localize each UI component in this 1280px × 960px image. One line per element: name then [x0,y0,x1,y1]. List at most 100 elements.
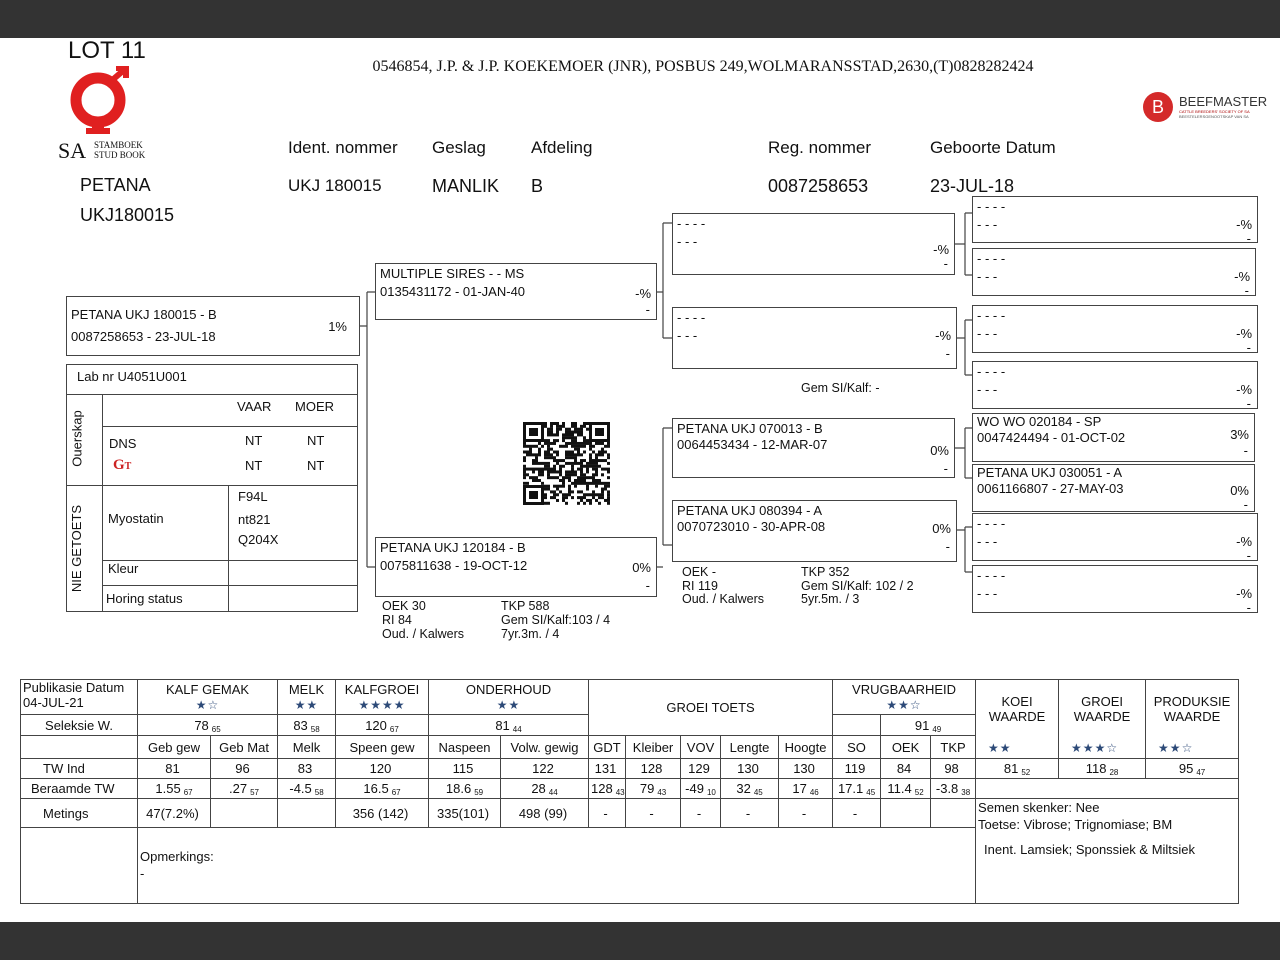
evaluation-table: Publikasie Datum 04-JUL-21 KALF GEMAK ★☆ MEL… [20,679,1240,904]
gt-logo-icon: GT [113,457,132,473]
cell-value: - [801,805,807,821]
cell-value: 130 [793,761,815,776]
ouerskap-label: Ouerskap [69,410,85,467]
cell-value: 356 (142) [352,805,409,821]
moer-header: MOER [295,399,334,414]
nie-getoets-label: NIE GETOETS [69,504,85,593]
myostatin-f94l: F94L [238,489,268,504]
pedigree-great-grandparent: WO WO 020184 - SP 0047424494 - 01-OCT-02 3… [972,413,1255,462]
rating-stars: ★★★★ [358,697,406,712]
empty-cell [20,827,138,904]
lab-number: Lab nr U4051U001 [77,369,187,384]
pedigree-great-grandparent: - - - -- - - -% - [972,361,1258,411]
horing-status-label: Horing status [106,591,183,606]
myostatin-label: Myostatin [108,511,164,526]
table-cell: 1.55 67 [137,778,211,799]
table-cell: 17 46 [778,778,834,799]
column-header: Melk [277,735,337,759]
cell-value: 81 [165,761,180,776]
cell-value: 17.1 [837,781,864,796]
table-cell: 115 [428,758,502,779]
seleksie-value: 120 [365,717,387,733]
cell-value: 130 [737,761,759,776]
rating-stars: ★★☆ [1158,741,1194,755]
dam-age: 7yr.3m. / 4 [501,627,560,641]
seleksie-accuracy: 44 [512,724,522,734]
cell-value: .27 [229,781,248,796]
table-cell: - [720,798,780,828]
cell-value: 11.4 [887,781,912,796]
kleur-label: Kleur [108,561,139,576]
table-cell: 130 [720,758,780,779]
sa-studbook-logo: SA STAMBOEK STUD BOOK [58,65,158,163]
cell-accuracy: 10 [706,788,716,797]
waarde-accuracy: 47 [1196,768,1206,777]
table-cell: 96 [209,758,279,779]
table-cell: - [778,798,834,828]
dam-oud-kalwers: Oud. / Kalwers [382,627,464,641]
cell-accuracy: 67 [183,788,193,797]
pedigree-great-grandparent: PETANA UKJ 030051 - A 0061166807 - 27-MAY… [972,464,1255,512]
cell-accuracy: 57 [250,788,259,797]
cell-value: 122 [532,761,554,776]
table-cell: 128 43 [588,778,627,799]
table-cell: 18.6 59 [428,778,502,799]
myostatin-q204x: Q204X [238,532,279,547]
cell-accuracy: 44 [548,788,558,797]
qr-code[interactable] [523,422,610,505]
cell-value: -3.8 [935,781,959,796]
cell-value: -4.5 [289,781,312,796]
reg-value: 0087258653 [768,176,869,196]
bottom-bar [0,922,1280,960]
column-header: Speen gew [335,735,430,759]
pedigree-self: PETANA UKJ 180015 - B 0087258653 - 23-JUL… [66,296,360,356]
cell-value: 83 [297,761,313,776]
cell-value: - [649,805,654,821]
empty-cell [20,735,138,759]
table-cell: -3.8 38 [930,778,977,799]
cell-value: 131 [594,761,617,776]
logo-text: STAMBOEK STUD BOOK [94,140,146,160]
myostatin-nt821: nt821 [238,512,271,527]
column-header: Lengte [720,735,780,759]
cell-value: - [852,805,858,821]
cell-accuracy: 43 [615,788,625,797]
table-cell: 130 [778,758,834,779]
table-cell: 498 (99) [500,798,590,828]
empty-cell [832,714,882,736]
table-cell: 83 [277,758,337,779]
table-cell: - [625,798,682,828]
top-bar [0,0,1280,38]
cell-accuracy: 52 [914,788,924,797]
table-cell: 128 [625,758,682,779]
pedigree-connectors [360,212,972,573]
cell-value: 18.6 [445,781,472,796]
table-cell: - [832,798,882,828]
cell-value: 1.55 [155,781,181,796]
waarde-cell: 118 28 [1058,758,1147,779]
pedigree-dam: PETANA UKJ 120184 - B 0075811638 - 19-OCT… [375,537,657,597]
dam-gem-si-kalf: Gem SI/Kalf:103 / 4 [501,613,611,627]
column-header: Volw. gewig [500,735,590,759]
pedigree-great-grandparent: - - - -- - - -% - [972,196,1258,246]
cell-value: 32 [736,781,751,796]
waarde-value: 81 [1003,761,1019,776]
afdeling-label: Afdeling [531,138,593,157]
cell-value: 129 [688,761,710,776]
dns-moer: NT [307,433,325,448]
vrugbaarheid-accuracy: 49 [932,724,942,734]
table-cell: 32 45 [720,778,780,799]
group-header: KALFGROEI ★★★★ [335,679,430,715]
waarde-cell: 95 47 [1145,758,1240,779]
cell-value: 16.5 [363,781,389,796]
cell-value: -49 [685,781,704,796]
table-cell: 28 44 [500,778,590,799]
seleksie-cell: 81 44 [428,714,590,736]
column-header: Hoogte [778,735,834,759]
cell-value: 98 [944,761,959,776]
gt-moer: NT [307,458,325,473]
cell-accuracy: 46 [809,788,819,797]
rating-stars: ★★ [294,697,319,712]
ident-label: Ident. nommer [288,138,398,157]
column-header: Geb gew [137,735,211,759]
